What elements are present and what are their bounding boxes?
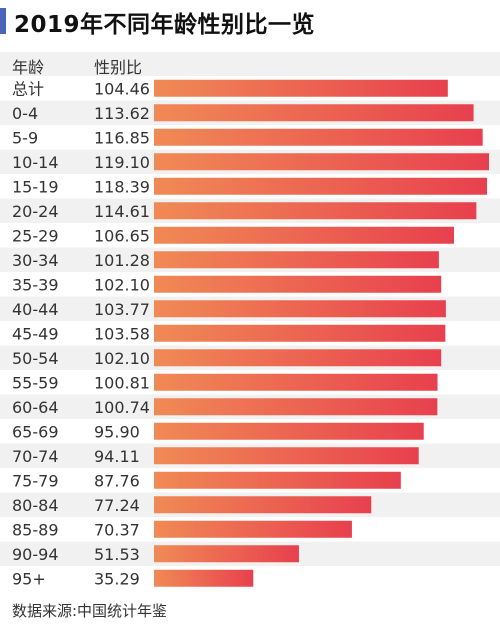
bar: [154, 398, 438, 416]
data-source-note: 数据来源:中国统计年鉴: [12, 602, 168, 620]
value-label: 95.90: [94, 422, 140, 441]
value-label: 35.29: [94, 569, 140, 588]
bar: [154, 545, 299, 563]
value-label: 51.53: [94, 545, 140, 564]
category-label: 60-64: [12, 398, 59, 417]
category-label: 20-24: [12, 202, 59, 221]
bar: [154, 520, 352, 538]
value-label: 103.77: [94, 300, 150, 319]
bar: [154, 104, 474, 122]
title-accent-bar: [0, 8, 6, 34]
bar: [154, 79, 448, 97]
chart-title: 2019年不同年龄性别比一览: [14, 12, 316, 38]
bar: [154, 153, 489, 171]
value-label: 100.81: [94, 373, 150, 392]
ratio-column-header: 性别比: [94, 58, 143, 77]
value-label: 102.10: [94, 349, 150, 368]
value-label: 101.28: [94, 251, 150, 270]
category-label: 总计: [12, 79, 44, 98]
bar: [154, 447, 419, 465]
category-label: 10-14: [12, 153, 59, 172]
value-label: 77.24: [94, 496, 140, 515]
bar: [154, 275, 442, 293]
bar: [154, 349, 442, 367]
category-label: 70-74: [12, 447, 59, 466]
category-label: 30-34: [12, 251, 59, 270]
value-label: 116.85: [94, 128, 150, 147]
bar: [154, 422, 424, 440]
value-label: 119.10: [94, 153, 150, 172]
category-label: 55-59: [12, 373, 59, 392]
table-header: 年龄 性别比: [0, 52, 500, 77]
bar: [154, 373, 438, 391]
category-label: 85-89: [12, 520, 59, 539]
bar: [154, 128, 483, 146]
bar: [154, 177, 488, 195]
category-label: 15-19: [12, 177, 59, 196]
category-label: 25-29: [12, 226, 59, 245]
value-label: 87.76: [94, 471, 140, 490]
value-label: 102.10: [94, 275, 150, 294]
value-label: 100.74: [94, 398, 150, 417]
bar: [154, 251, 439, 269]
category-label: 80-84: [12, 496, 59, 515]
bar: [154, 226, 454, 244]
value-label: 104.46: [94, 79, 150, 98]
bar: [154, 300, 446, 318]
value-label: 113.62: [94, 104, 150, 123]
category-label: 50-54: [12, 349, 59, 368]
value-label: 94.11: [94, 447, 140, 466]
category-label: 5-9: [12, 128, 38, 147]
bar: [154, 324, 446, 342]
value-label: 70.37: [94, 520, 140, 539]
age-column-header: 年龄: [12, 58, 45, 77]
bar: [154, 496, 372, 514]
value-label: 118.39: [94, 177, 150, 196]
value-label: 103.58: [94, 324, 150, 343]
category-label: 90-94: [12, 545, 59, 564]
category-label: 65-69: [12, 422, 59, 441]
bar: [154, 569, 254, 587]
bar: [154, 202, 477, 220]
category-label: 95+: [12, 569, 46, 588]
category-label: 35-39: [12, 275, 59, 294]
category-label: 0-4: [12, 104, 38, 123]
value-label: 114.61: [94, 202, 150, 221]
title-block: 2019年不同年龄性别比一览: [0, 0, 500, 44]
category-label: 40-44: [12, 300, 59, 319]
category-label: 75-79: [12, 471, 59, 490]
bar: [154, 471, 401, 489]
bar-chart: 总计 104.46 0-4 113.62 5-9 116.85 10-14 119.10 15-…: [0, 79, 500, 588]
category-label: 45-49: [12, 324, 59, 343]
value-label: 106.65: [94, 226, 150, 245]
